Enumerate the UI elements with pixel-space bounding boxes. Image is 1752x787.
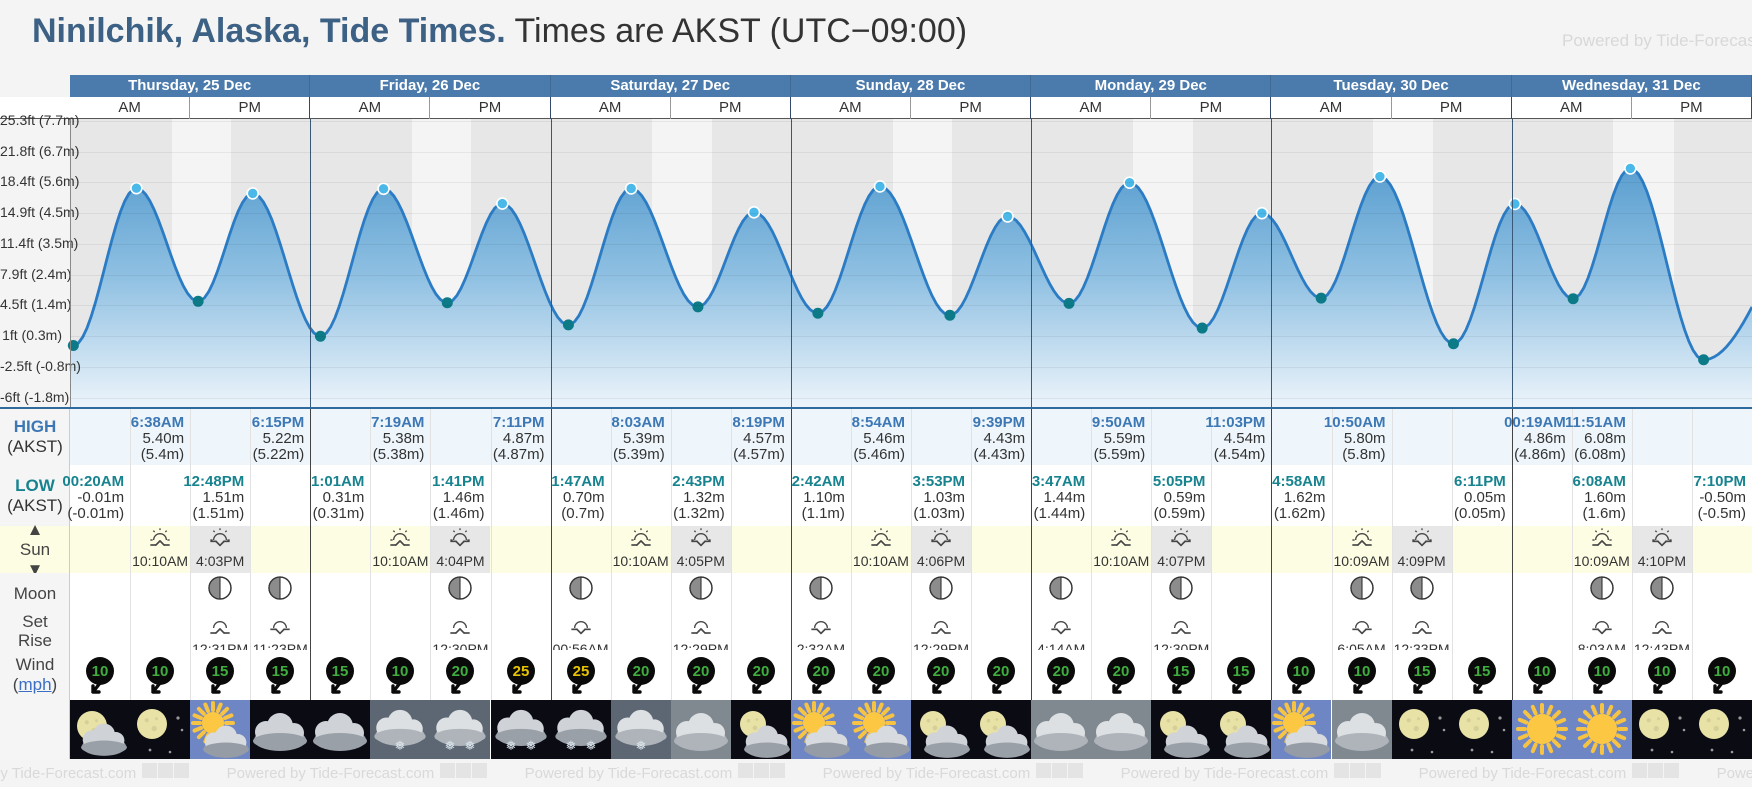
svg-text:20: 20 xyxy=(813,663,830,680)
svg-text:10: 10 xyxy=(1533,663,1550,680)
svg-text:❅: ❅ xyxy=(585,738,596,753)
svg-text:❅: ❅ xyxy=(635,738,646,753)
svg-text:10: 10 xyxy=(392,663,409,680)
svg-text:❅: ❅ xyxy=(505,738,516,753)
svg-text:20: 20 xyxy=(632,663,649,680)
svg-text:15: 15 xyxy=(1173,663,1190,680)
svg-text:❅: ❅ xyxy=(465,738,476,753)
svg-text:❅: ❅ xyxy=(565,738,576,753)
svg-text:❅: ❅ xyxy=(395,738,406,753)
svg-text:15: 15 xyxy=(1233,663,1250,680)
svg-text:25: 25 xyxy=(512,663,529,680)
svg-text:10: 10 xyxy=(1353,663,1370,680)
svg-text:20: 20 xyxy=(692,663,709,680)
svg-text:20: 20 xyxy=(873,663,890,680)
svg-text:20: 20 xyxy=(1113,663,1130,680)
svg-text:10: 10 xyxy=(92,663,109,680)
svg-text:15: 15 xyxy=(1473,663,1490,680)
svg-text:10: 10 xyxy=(1714,663,1731,680)
svg-text:10: 10 xyxy=(1293,663,1310,680)
svg-text:25: 25 xyxy=(572,663,589,680)
svg-text:15: 15 xyxy=(332,663,349,680)
svg-text:20: 20 xyxy=(452,663,469,680)
svg-text:❅: ❅ xyxy=(525,738,536,753)
svg-text:10: 10 xyxy=(1593,663,1610,680)
svg-text:15: 15 xyxy=(212,663,229,680)
svg-text:15: 15 xyxy=(272,663,289,680)
svg-text:20: 20 xyxy=(993,663,1010,680)
svg-text:20: 20 xyxy=(933,663,950,680)
svg-text:10: 10 xyxy=(152,663,169,680)
svg-text:20: 20 xyxy=(752,663,769,680)
svg-text:20: 20 xyxy=(1053,663,1070,680)
svg-text:15: 15 xyxy=(1413,663,1430,680)
svg-text:❅: ❅ xyxy=(445,738,456,753)
svg-text:10: 10 xyxy=(1654,663,1671,680)
